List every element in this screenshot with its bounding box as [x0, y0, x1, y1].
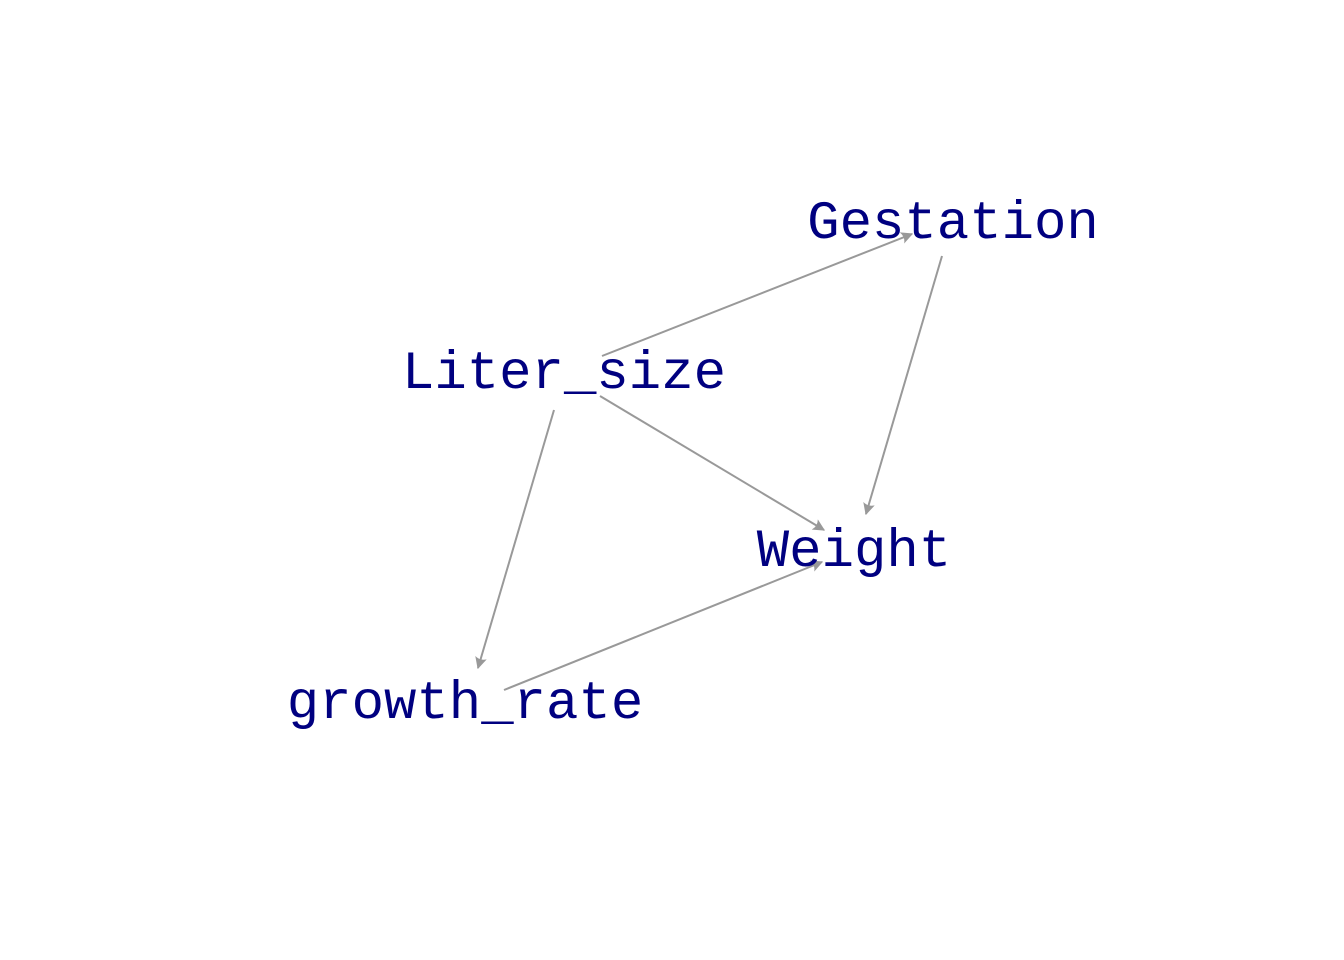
edge-growth-rate-to-weight: [503, 560, 824, 691]
node-liter-size: Liter_size: [402, 344, 726, 405]
node-gestation: Gestation: [807, 194, 1099, 255]
edge-liter-size-to-gestation: [601, 232, 914, 357]
node-weight: Weight: [757, 522, 951, 583]
edges: [475, 232, 943, 691]
edge-liter-size-to-growth-rate: [475, 409, 555, 670]
edge-liter-size-to-weight: [599, 395, 826, 531]
nodes: Gestation Liter_size Weight growth_rate: [287, 194, 1099, 735]
node-growth-rate: growth_rate: [287, 674, 643, 735]
edge-gestation-to-weight: [863, 255, 943, 516]
